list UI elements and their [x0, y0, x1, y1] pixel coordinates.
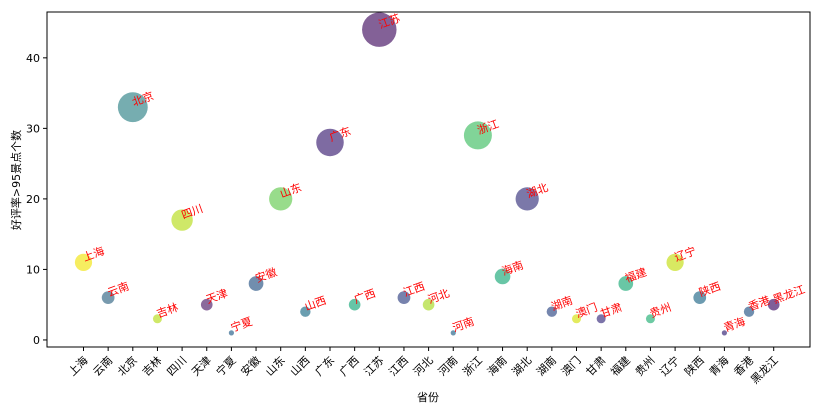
x-axis: 上海 云南 北京 吉林 四川 天津 宁夏 安徽 山东 山西 广东 广西 江苏 江西 河北 河南 浙江 海南 湖北 湖南… — [65, 347, 781, 386]
x-tick-label: 青海 — [706, 353, 731, 378]
x-tick-label: 江西 — [386, 354, 411, 379]
data-point — [645, 314, 655, 324]
x-tick-label: 山东 — [263, 354, 288, 379]
data-point — [171, 209, 193, 231]
plot-area — [46, 11, 811, 348]
data-point — [422, 298, 435, 311]
data-point — [248, 276, 264, 291]
data-point — [397, 291, 411, 305]
data-point — [743, 306, 755, 317]
x-tick-label: 广东 — [312, 354, 337, 379]
data-point — [74, 253, 93, 271]
x-tick-label: 陕西 — [681, 353, 706, 378]
x-tick-label: 吉林 — [139, 353, 164, 378]
data-points — [74, 12, 780, 336]
y-tick-label: 0 — [33, 334, 40, 347]
data-point — [618, 276, 634, 291]
x-tick-label: 云南 — [91, 354, 116, 379]
data-point — [515, 187, 539, 211]
x-tick-label: 上海 — [65, 353, 90, 378]
data-point — [117, 92, 148, 123]
x-tick-label: 黑龙江 — [748, 354, 781, 387]
data-point — [228, 330, 234, 336]
data-point — [546, 306, 558, 317]
data-point — [450, 330, 456, 336]
x-tick-label: 宁夏 — [213, 353, 238, 378]
data-point — [571, 314, 582, 324]
x-tick-label: 北京 — [114, 353, 139, 378]
x-tick-label: 澳门 — [558, 353, 583, 378]
x-tick-label: 四川 — [164, 354, 189, 379]
data-point — [494, 268, 511, 285]
data-point — [596, 314, 606, 324]
x-tick-label: 甘肃 — [584, 354, 609, 379]
x-tick-label: 广西 — [337, 354, 362, 379]
x-tick-label: 辽宁 — [657, 353, 682, 378]
data-point — [693, 291, 707, 305]
y-axis-title: 好评率>95景点个数 — [9, 130, 23, 230]
x-tick-label: 湖北 — [510, 354, 535, 379]
data-point — [200, 298, 213, 311]
data-point — [767, 298, 780, 311]
x-tick-label: 浙江 — [460, 354, 485, 379]
x-tick-label: 河北 — [411, 354, 436, 379]
x-tick-label: 山西 — [288, 354, 313, 379]
x-tick-label: 贵州 — [633, 354, 658, 379]
data-point — [316, 128, 344, 157]
x-tick-label: 湖南 — [534, 354, 559, 379]
x-tick-label: 天津 — [189, 354, 214, 379]
data-point — [269, 187, 293, 211]
data-point — [721, 330, 728, 336]
data-point — [152, 314, 162, 324]
x-tick-label: 海南 — [484, 353, 509, 378]
x-tick-label: 福建 — [607, 353, 632, 378]
data-point — [666, 253, 684, 271]
y-tick-label: 10 — [26, 263, 40, 276]
y-tick-label: 40 — [26, 52, 40, 65]
x-axis-title: 省份 — [417, 391, 439, 404]
data-point — [348, 298, 361, 311]
data-point — [101, 291, 115, 305]
x-tick-label: 江苏 — [362, 354, 387, 379]
data-point — [300, 306, 311, 317]
y-tick-label: 30 — [26, 122, 40, 135]
y-axis: 0 10 20 30 40 — [26, 52, 47, 347]
x-tick-label: 安徽 — [238, 353, 263, 378]
y-tick-label: 20 — [26, 193, 40, 206]
data-point — [463, 121, 492, 150]
x-tick-label: 河南 — [436, 354, 461, 379]
data-point — [362, 12, 397, 47]
